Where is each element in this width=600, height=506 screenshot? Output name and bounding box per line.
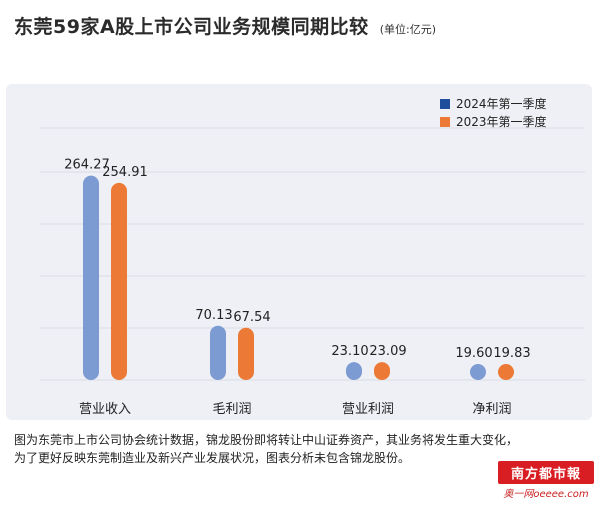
bar-3-1 <box>498 364 514 380</box>
brand-logo: 南方都市報 <box>498 461 594 484</box>
x-tick-label-3: 净利润 <box>472 402 511 417</box>
data-label-2-1: 23.09 <box>369 344 406 359</box>
bar-1-0 <box>210 325 226 380</box>
legend-swatch-1 <box>440 117 450 127</box>
data-label-2-0: 23.10 <box>331 344 368 359</box>
legend-swatch-0 <box>440 99 450 109</box>
bar-2-1 <box>374 362 390 380</box>
bar-0-1 <box>111 182 127 380</box>
caption-line-1: 图为东莞市上市公司协会统计数据，锦龙股份即将转让中山证券资产，其业务将发生重大变… <box>14 433 519 447</box>
brand-site: 奥一网oeeee.com <box>503 489 589 500</box>
brand-watermark: 南方都市報 奥一网oeeee.com <box>498 461 594 500</box>
legend-label-0: 2024年第一季度 <box>456 96 547 111</box>
bar-3-0 <box>470 364 486 380</box>
data-label-1-0: 70.13 <box>195 308 232 323</box>
data-label-3-1: 19.83 <box>493 346 530 361</box>
data-label-1-1: 67.54 <box>233 310 270 325</box>
bar-2-0 <box>346 362 362 380</box>
legend-label-1: 2023年第一季度 <box>456 114 547 129</box>
chart-panel <box>6 84 592 420</box>
bar-0-0 <box>83 175 99 380</box>
x-tick-label-0: 营业收入 <box>79 402 131 417</box>
title-row: 东莞59家A股上市公司业务规模同期比较 (单位:亿元) <box>14 12 436 39</box>
chart-title: 东莞59家A股上市公司业务规模同期比较 <box>14 16 369 38</box>
bar-1-1 <box>238 327 254 380</box>
data-label-0-1: 254.91 <box>102 165 148 180</box>
data-label-0-0: 264.27 <box>64 158 110 173</box>
caption: 图为东莞市上市公司协会统计数据，锦龙股份即将转让中山证券资产，其业务将发生重大变… <box>14 431 594 467</box>
x-tick-label-2: 营业利润 <box>342 402 394 417</box>
data-label-3-0: 19.60 <box>455 346 492 361</box>
x-tick-label-1: 毛利润 <box>212 402 251 417</box>
unit-label: (单位:亿元) <box>379 23 437 36</box>
caption-line-2: 为了更好反映东莞制造业及新兴产业发展状况，图表分析未包含锦龙股份。 <box>14 451 411 465</box>
